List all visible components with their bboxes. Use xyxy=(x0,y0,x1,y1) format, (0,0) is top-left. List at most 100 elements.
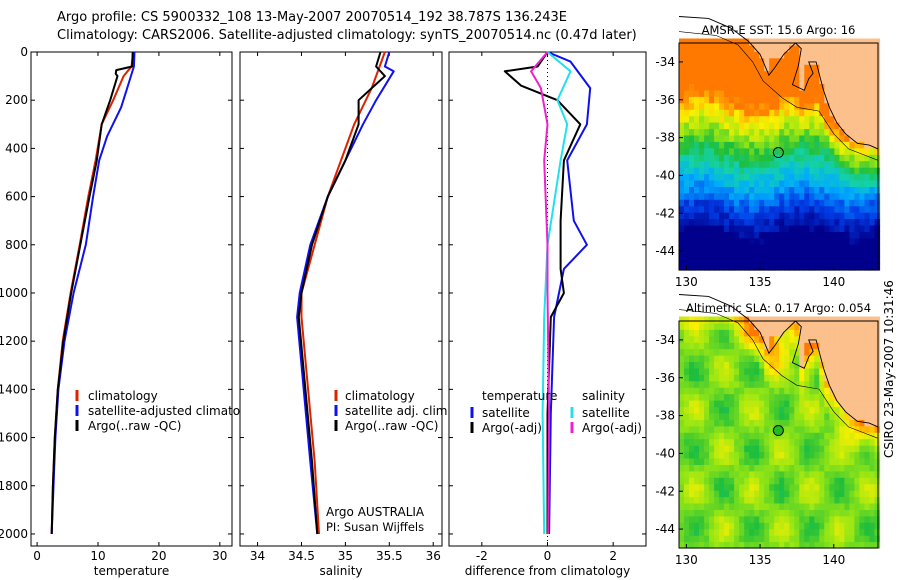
map-cell xyxy=(744,342,750,350)
legend-label: Argo(-adj) xyxy=(482,421,542,435)
map-cell xyxy=(789,470,795,478)
map-cell xyxy=(804,400,810,408)
map-cell xyxy=(759,528,765,536)
map-cell xyxy=(689,342,695,350)
map-cell xyxy=(774,503,780,510)
panel-temperature: 0 10 20 30020040060080010001200140016001800… xyxy=(0,45,266,578)
map-cell xyxy=(699,541,705,549)
y-tick-label: -38 xyxy=(655,409,675,423)
map-cell xyxy=(799,528,805,536)
map-cell xyxy=(849,205,855,213)
map-cell xyxy=(689,400,695,408)
map-cell xyxy=(854,503,860,510)
map-cell xyxy=(849,509,855,517)
map-cell xyxy=(834,218,840,226)
map-cell xyxy=(854,205,860,213)
map-cell xyxy=(749,348,755,356)
map-cell xyxy=(764,329,770,337)
map-cell xyxy=(704,400,710,408)
map-cell xyxy=(844,51,850,59)
map-cell xyxy=(679,335,685,343)
map-cell xyxy=(719,470,725,478)
map-cell xyxy=(869,509,876,517)
map-cell xyxy=(709,470,715,478)
map-cell xyxy=(719,109,725,117)
map-cell xyxy=(739,445,745,453)
map-cell xyxy=(764,458,770,465)
map-cell xyxy=(714,70,720,78)
map-cell xyxy=(709,44,715,52)
map-cell xyxy=(774,496,780,504)
map-cell xyxy=(779,406,785,414)
map-cell xyxy=(819,237,825,245)
map-cell xyxy=(744,147,750,155)
map-cell xyxy=(859,263,865,271)
map-cell xyxy=(699,355,705,362)
map-cell xyxy=(724,89,730,97)
map-cell xyxy=(749,70,755,78)
map-cell xyxy=(854,509,860,517)
map-cell xyxy=(714,361,720,369)
map-cell xyxy=(684,180,690,187)
map-cell xyxy=(784,70,790,78)
map-cell xyxy=(794,451,800,459)
map-cell xyxy=(774,380,780,388)
map-cell xyxy=(829,419,835,427)
map-cell xyxy=(754,160,760,168)
map-cell xyxy=(779,387,785,395)
map-cell xyxy=(699,445,705,453)
map-cell xyxy=(794,496,800,504)
map-cell xyxy=(764,134,770,142)
map-cell xyxy=(809,257,815,265)
map-cell xyxy=(724,515,730,523)
map-cell xyxy=(804,70,810,78)
map-cell xyxy=(734,380,740,388)
map-cell xyxy=(754,361,760,369)
map-cell xyxy=(864,458,870,465)
map-cell xyxy=(734,335,740,343)
map-cell xyxy=(679,109,685,117)
map-cell xyxy=(794,406,800,414)
map-cell xyxy=(794,70,800,78)
map-cell xyxy=(814,348,820,356)
map-cell xyxy=(829,406,835,414)
map-cell xyxy=(744,483,750,491)
map-cell xyxy=(869,393,876,401)
map-cell xyxy=(799,102,805,110)
map-cell xyxy=(814,167,820,175)
map-cell xyxy=(719,154,725,162)
map-cell xyxy=(744,496,750,504)
map-cell xyxy=(874,70,881,78)
map-cell xyxy=(679,541,685,549)
map-cell xyxy=(724,451,730,459)
map-cell xyxy=(819,380,825,388)
map-cell xyxy=(734,77,740,84)
map-cell xyxy=(869,412,876,420)
map-cell xyxy=(864,192,870,200)
map-cell xyxy=(864,38,870,46)
map-cell xyxy=(694,173,700,181)
map-cell xyxy=(824,490,830,498)
map-cell xyxy=(769,122,775,130)
map-cell xyxy=(774,173,780,181)
map-cell xyxy=(784,322,790,330)
map-cell xyxy=(739,509,745,517)
map-cell xyxy=(809,515,815,523)
map-cell xyxy=(839,400,845,408)
map-cell xyxy=(854,541,860,549)
map-cell xyxy=(819,541,825,549)
map-cell xyxy=(804,380,810,388)
map-cell xyxy=(794,490,800,498)
map-cell xyxy=(824,483,830,491)
map-cell xyxy=(844,57,850,65)
legend-label: satellite xyxy=(482,406,530,420)
map-cell xyxy=(719,134,725,142)
map-cell xyxy=(759,141,765,149)
map-cell xyxy=(754,115,760,123)
map-cell xyxy=(704,445,710,453)
map-cell xyxy=(814,205,820,213)
map-cell xyxy=(729,509,735,517)
map-cell xyxy=(824,535,830,543)
map-cell xyxy=(794,180,800,187)
map-cell xyxy=(859,134,865,142)
